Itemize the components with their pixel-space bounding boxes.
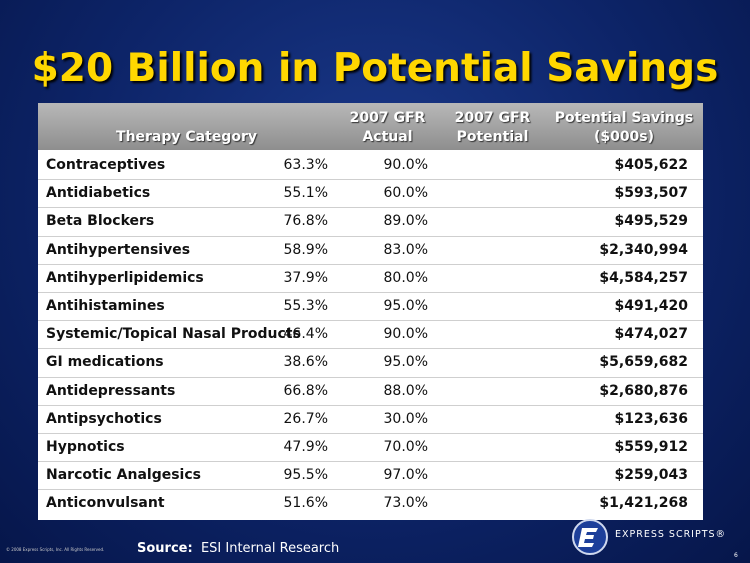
header-text: ($000s) [593, 129, 655, 145]
row-divider [38, 489, 703, 491]
value-cell: $474,027 [614, 326, 688, 343]
value-cell: 38.6% [283, 354, 328, 371]
value-cell: 30.0% [383, 410, 428, 427]
category-cell: Systemic/Topical Nasal Products [46, 326, 301, 343]
value-cell: 80.0% [383, 269, 428, 286]
row-divider [38, 179, 703, 181]
row-divider [38, 320, 703, 322]
value-cell: 97.0% [383, 467, 428, 484]
value-cell: 73.0% [383, 495, 428, 512]
header-text: Therapy Category [116, 129, 257, 145]
copyright: © 2008 Express Scripts, Inc. All Rights … [6, 547, 105, 552]
category-cell: Antihypertensives [46, 241, 191, 258]
header-text: 2007 GFR [454, 110, 531, 126]
value-cell: $559,912 [614, 439, 688, 455]
row-divider [38, 433, 703, 434]
row-divider [38, 292, 703, 293]
category-cell: Antipsychotics [46, 410, 162, 427]
value-cell: 70.0% [383, 439, 428, 455]
value-cell: 46.4% [283, 326, 328, 343]
category-cell: Antihistamines [46, 298, 165, 314]
value-cell: $2,340,994 [599, 241, 688, 258]
value-cell: 95.0% [383, 298, 428, 314]
value-cell: 90.0% [383, 326, 428, 343]
category-cell: Beta Blockers [46, 213, 155, 230]
value-cell: $2,680,876 [599, 382, 688, 399]
row-divider [38, 461, 703, 463]
value-cell: 95.5% [283, 467, 328, 484]
category-cell: Narcotic Analgesics [46, 467, 201, 484]
header-text: Potential [456, 129, 529, 145]
header-cell: 2007 GFR Actual [335, 109, 440, 147]
row-divider [38, 207, 703, 209]
value-cell: 63.3% [283, 157, 328, 173]
logo-text: EXPRESS SCRIPTS® [615, 529, 727, 540]
category-cell: Anticonvulsant [46, 495, 165, 512]
header-text: Actual [362, 129, 413, 145]
table: Therapy Category 2007 GFR Actual 2007 GFR Po… [38, 103, 703, 520]
value-cell: 83.0% [383, 241, 428, 258]
source-text: ESI Internal Research [200, 541, 340, 556]
value-cell: $1,421,268 [599, 495, 688, 512]
row-divider [38, 404, 703, 406]
value-cell: $405,622 [614, 157, 688, 173]
value-cell: 55.3% [283, 298, 328, 314]
value-cell: $4,584,257 [599, 269, 688, 286]
row-divider [38, 235, 703, 237]
category-cell: Antihyperlipidemics [46, 269, 204, 286]
value-cell: $5,659,682 [599, 354, 688, 371]
value-cell: 89.0% [383, 213, 428, 230]
value-cell: 58.9% [283, 241, 328, 258]
logo-icon [572, 519, 608, 555]
value-cell: $495,529 [614, 213, 688, 230]
value-cell: 76.8% [283, 213, 328, 230]
category-cell: Contraceptives [46, 157, 166, 173]
header-row: Therapy Category 2007 GFR Actual 2007 GFR Po… [38, 103, 703, 150]
value-cell: 60.0% [383, 185, 428, 202]
value-cell: 47.9% [283, 439, 328, 455]
row-divider [38, 348, 703, 350]
value-cell: $491,420 [614, 298, 688, 314]
source: Source: ESI Internal Research [137, 541, 339, 556]
value-cell: 55.1% [283, 185, 328, 202]
value-cell: $593,507 [614, 185, 688, 202]
category-cell: Antidepressants [46, 382, 176, 399]
category-cell: Hypnotics [46, 439, 125, 455]
header-cell: Potential Savings ($000s) [545, 109, 703, 147]
header-text: 2007 GFR [349, 110, 426, 126]
title: $20 Billion in Potential Savings [31, 46, 719, 91]
category-cell: Antidiabetics [46, 185, 151, 202]
row-divider [38, 263, 703, 265]
value-cell: $123,636 [614, 410, 688, 427]
value-cell: 66.8% [283, 382, 328, 399]
page-number: 6 [734, 552, 738, 559]
source-label: Source: [137, 541, 193, 556]
value-cell: 95.0% [383, 354, 428, 371]
header-cell: 2007 GFR Potential [440, 109, 545, 147]
header-text: Potential Savings [554, 110, 694, 126]
value-cell: 90.0% [383, 157, 428, 173]
row-divider [38, 376, 703, 378]
value-cell: 37.9% [283, 269, 328, 286]
value-cell: 26.7% [283, 410, 328, 427]
header-cell: Therapy Category [38, 128, 335, 147]
category-cell: GI medications [46, 354, 164, 371]
value-cell: 88.0% [383, 382, 428, 399]
value-cell: $259,043 [614, 467, 688, 484]
value-cell: 51.6% [283, 495, 328, 512]
